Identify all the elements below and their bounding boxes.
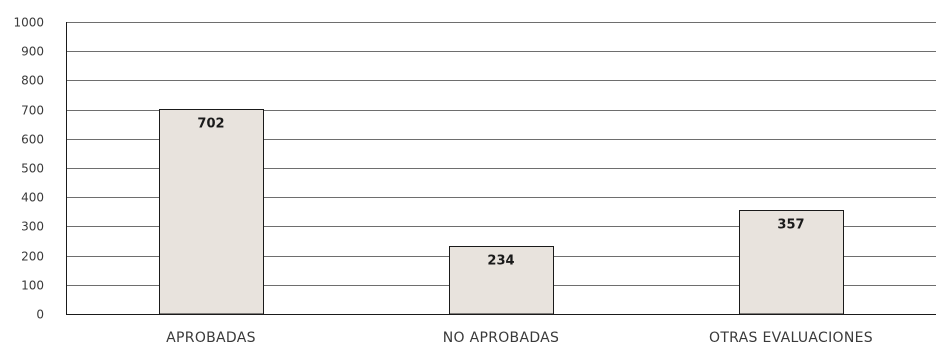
y-tick-label-900: 900 [21, 45, 44, 59]
bar-1 [449, 246, 554, 315]
category-label-0: APROBADAS [166, 330, 256, 346]
y-tick-label-200: 200 [21, 250, 44, 264]
bar-0 [159, 109, 264, 315]
bars [159, 109, 844, 315]
y-tick-label-500: 500 [21, 162, 44, 176]
data-label-0: 702 [197, 117, 224, 132]
category-label-1: NO APROBADAS [443, 330, 560, 346]
data-labels: 702 234 357 [197, 117, 804, 269]
y-tick-label-800: 800 [21, 74, 44, 88]
y-tick-label-300: 300 [21, 220, 44, 234]
category-label-2: OTRAS EVALUACIONES [709, 330, 873, 346]
y-axis-tick-labels: 0 100 200 300 400 500 600 700 800 900 1000 [13, 16, 44, 322]
y-tick-label-100: 100 [21, 279, 44, 293]
y-tick-label-700: 700 [21, 104, 44, 118]
y-tick-label-600: 600 [21, 133, 44, 147]
bar-2 [739, 210, 844, 315]
y-tick-label-1000: 1000 [13, 16, 44, 30]
data-label-1: 234 [487, 254, 514, 269]
y-tick-label-400: 400 [21, 191, 44, 205]
data-label-2: 357 [777, 218, 804, 233]
y-tick-label-0: 0 [36, 308, 44, 322]
x-axis-category-labels: APROBADAS NO APROBADAS OTRAS EVALUACIONES [166, 330, 873, 346]
